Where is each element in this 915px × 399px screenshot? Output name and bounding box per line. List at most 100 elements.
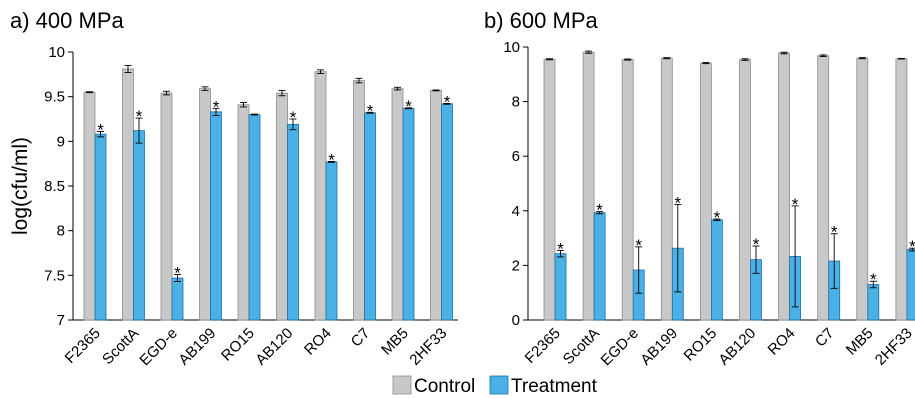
y-tick-label: 10 (503, 39, 520, 56)
errorbar-control (240, 102, 247, 108)
significance-marker: * (328, 150, 335, 169)
significance-marker: * (557, 239, 564, 258)
bar-control (817, 55, 830, 321)
errorbar-control (780, 51, 788, 55)
category-label: C7 (812, 325, 838, 351)
errorbar-control (201, 86, 209, 91)
errorbar-treatment (791, 205, 799, 308)
significance-marker: * (174, 263, 181, 282)
errorbar-control (86, 91, 93, 94)
bar-treatment (210, 111, 222, 321)
bar-treatment (906, 249, 915, 321)
errorbar-control (897, 58, 905, 60)
category-label: EGD-e (136, 325, 180, 369)
bar-control (199, 88, 211, 321)
errorbar-control (124, 64, 132, 73)
legend-swatch-control (392, 375, 412, 395)
errorbar-treatment (713, 218, 721, 222)
errorbar-control (702, 62, 710, 65)
bar-control (778, 52, 790, 321)
significance-marker: * (635, 236, 642, 255)
panel-b-title: b) 600 MPa (484, 8, 598, 33)
bar-treatment (325, 161, 338, 321)
legend-swatch-treatment (489, 375, 509, 395)
y-tick-label: 9.5 (44, 89, 65, 106)
errorbar-control (819, 54, 827, 58)
category-label: 2HF33 (872, 325, 915, 369)
bar-control (895, 58, 908, 321)
bar-treatment (441, 103, 453, 321)
y-tick-label: 8.5 (44, 178, 65, 195)
errorbar-treatment (251, 113, 258, 116)
panel-600-mpa: b) 600 MPa 0 2 4 6 8 10 * * * * * * * * * * F2365Scott… (484, 8, 915, 369)
errorbar-control (858, 57, 866, 60)
y-tick-label: 0 (512, 312, 520, 329)
bar-control (660, 57, 673, 321)
errorbar-control (317, 69, 324, 74)
significance-marker: * (290, 108, 297, 127)
errorbar-treatment (289, 118, 297, 131)
y-tick-label: 7.5 (44, 267, 65, 284)
errorbar-control (278, 89, 286, 97)
significance-marker: * (909, 237, 915, 256)
errorbar-control (432, 89, 440, 92)
errorbar-treatment (97, 131, 104, 138)
errorbar-treatment (596, 211, 604, 215)
bar-control (700, 62, 712, 321)
errorbar-control (663, 57, 671, 60)
category-label: RO4 (301, 325, 335, 359)
y-tick-label: 8 (512, 94, 520, 111)
panel-b-bars: * * * * * * * * * * (543, 50, 915, 321)
errorbar-treatment (830, 233, 838, 289)
bar-control (856, 57, 869, 321)
bar-treatment (133, 130, 145, 321)
panel-a-y-axis: 7 7.5 8 8.5 9 9.5 10 (44, 44, 458, 329)
bar-control (237, 104, 250, 321)
significance-marker: * (831, 223, 838, 242)
errorbar-treatment (212, 107, 220, 116)
errorbar-treatment (328, 160, 335, 163)
category-label: EGD-e (598, 325, 642, 369)
bar-treatment (554, 253, 567, 321)
category-label: F2365 (522, 325, 564, 367)
bar-treatment (867, 284, 880, 321)
bar-treatment (593, 212, 606, 321)
legend-label-control: Control (414, 376, 475, 397)
category-label: AB199 (175, 325, 219, 369)
significance-marker: * (674, 194, 681, 213)
errorbar-control (546, 58, 553, 61)
errorbar-treatment (869, 280, 877, 289)
category-label: RO4 (765, 325, 799, 359)
panel-400-mpa: a) 400 MPa log(cfu/ml) 77.588.599.510 **… (9, 8, 458, 369)
category-label: AB120 (715, 325, 759, 369)
significance-marker: * (213, 97, 220, 116)
errorbar-treatment (443, 102, 451, 105)
y-tick-label: 2 (512, 257, 520, 274)
category-label: RO15 (218, 325, 258, 365)
errorbar-control (624, 58, 632, 61)
significance-marker: * (444, 92, 451, 111)
y-tick-label: 6 (512, 148, 520, 165)
y-axis-label: log(cfu/ml) (9, 137, 32, 235)
category-label: MB5 (378, 325, 412, 359)
category-label: RO15 (680, 325, 720, 365)
y-tick-label: 9 (57, 133, 65, 150)
significance-marker: * (753, 235, 760, 254)
category-label: ScottA (560, 325, 603, 368)
bar-treatment (711, 219, 723, 321)
significance-marker: * (714, 208, 721, 227)
errorbar-control (394, 86, 401, 91)
significance-marker: * (97, 121, 104, 140)
bar-control (83, 91, 96, 321)
y-tick-label: 10 (48, 44, 65, 61)
legend-label-treatment: Treatment (511, 376, 598, 397)
errorbar-control (163, 90, 170, 96)
bar-control (543, 58, 556, 321)
category-label: F2365 (62, 325, 104, 367)
bar-control (353, 80, 365, 321)
errorbar-control (585, 50, 593, 54)
significance-marker: * (136, 107, 143, 126)
bar-control (582, 51, 595, 321)
category-label: C7 (348, 325, 374, 351)
